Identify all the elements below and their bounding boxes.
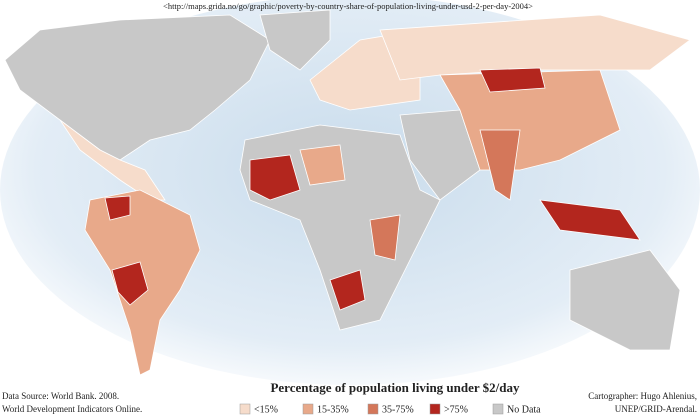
bolivia — [111, 261, 149, 306]
legend-swatch — [239, 403, 251, 415]
legend: <15% 15-35% 35-75% >75% No Data — [239, 403, 541, 415]
southeast-asia — [539, 199, 641, 241]
legend-swatch — [492, 403, 504, 415]
world-map — [4, 9, 691, 376]
middle-east — [399, 109, 481, 201]
greenland — [259, 9, 331, 71]
source-line: Data Source: World Bank. 2008. — [2, 391, 119, 401]
legend-label: <15% — [254, 404, 278, 415]
india — [479, 129, 521, 201]
australia — [569, 249, 681, 351]
legend-swatch — [302, 403, 314, 415]
legend-title: Percentage of population living under $2… — [270, 380, 520, 395]
credit-line: UNEP/GRID-Arendal. — [615, 404, 697, 414]
mongolia — [479, 67, 546, 93]
source-url: <http://maps.grida.no/go/graphic/poverty… — [163, 1, 533, 11]
venezuela — [104, 195, 131, 221]
legend-label: 15-35% — [317, 404, 349, 415]
sahel — [299, 144, 346, 186]
legend-label: 35-75% — [382, 404, 414, 415]
source-line: World Development Indicators Online. — [2, 404, 142, 414]
credit-line: Cartographer: Hugo Ahlenius, — [588, 391, 697, 401]
russia — [379, 14, 691, 81]
legend-swatch — [429, 403, 441, 415]
west-africa — [249, 154, 301, 201]
east-africa — [369, 214, 401, 261]
southern-africa — [329, 269, 366, 311]
legend-swatch — [367, 403, 379, 415]
legend-label: No Data — [507, 404, 541, 415]
central-america — [59, 119, 166, 201]
legend-label: >75% — [444, 404, 468, 415]
